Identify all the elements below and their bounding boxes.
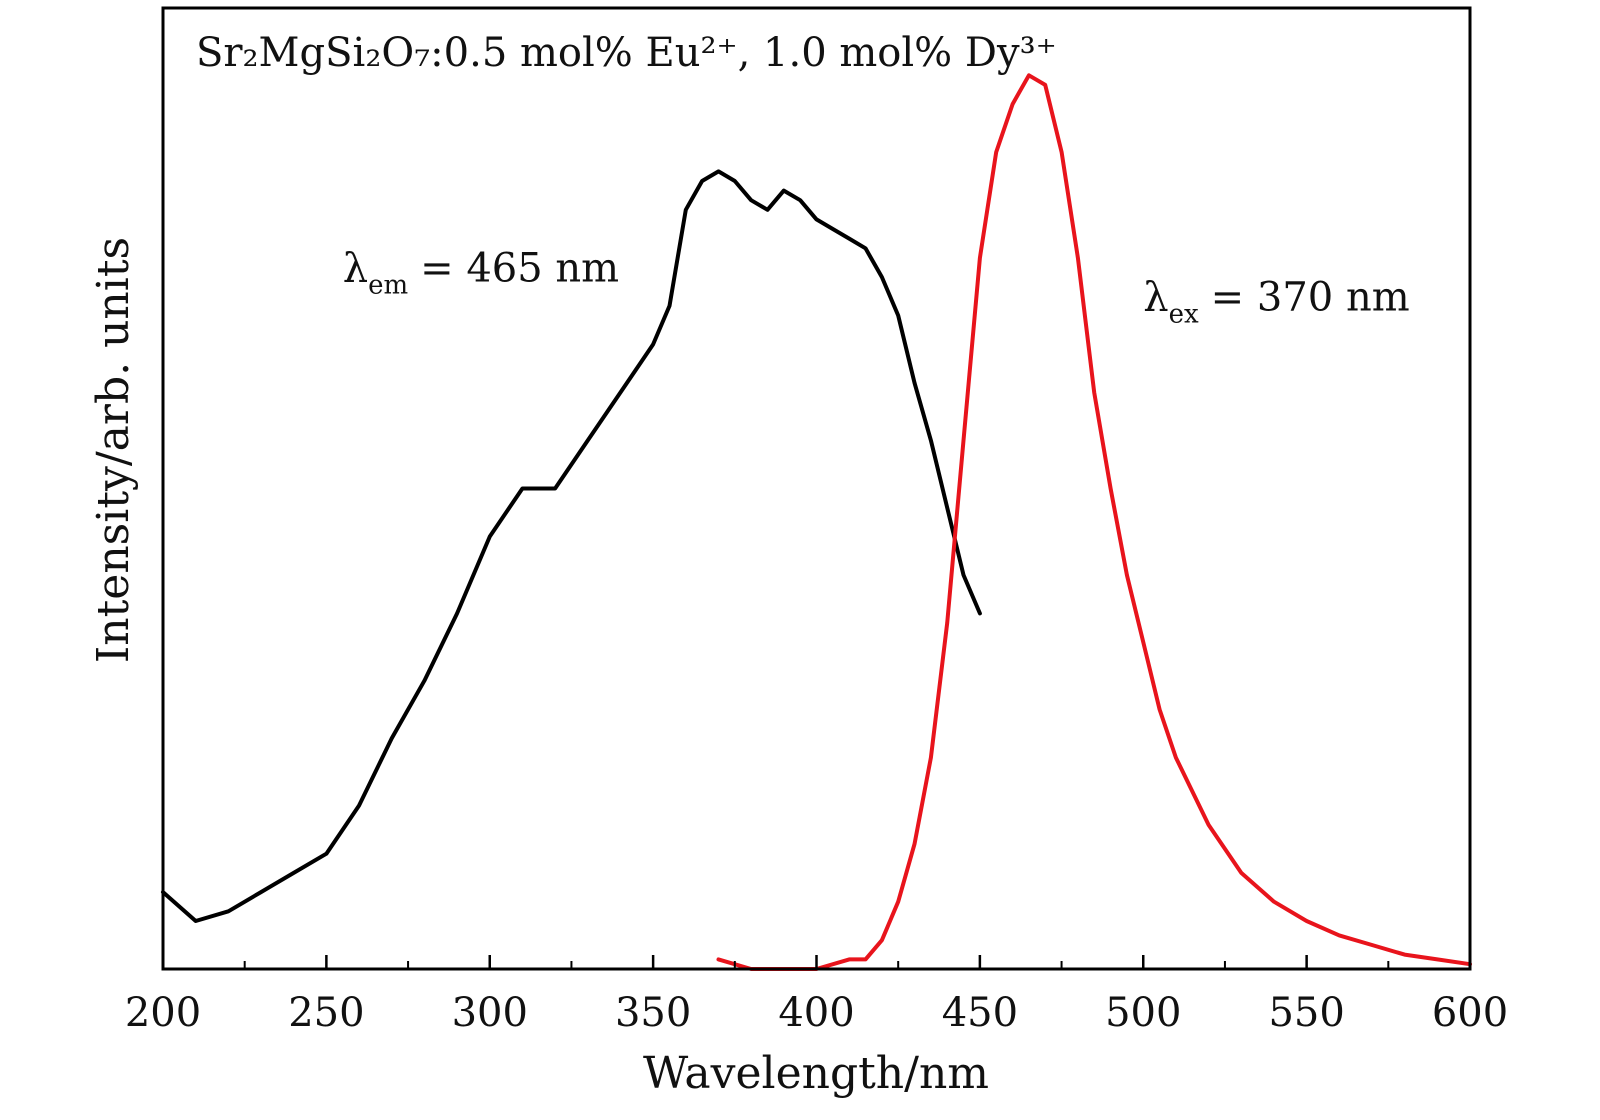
x-tick-label: 450 <box>942 990 1018 1036</box>
series-layer <box>161 73 1472 971</box>
annotation-2: λex = 370 nm <box>1143 274 1409 329</box>
x-axis-title: Wavelength/nm <box>643 1048 989 1099</box>
series-line-1 <box>161 169 982 923</box>
x-tick-label: 350 <box>615 990 691 1036</box>
x-tick-label: 550 <box>1268 990 1344 1036</box>
x-tick-label: 300 <box>452 990 528 1036</box>
ticks-layer: 200 250 300 350 400 450 500 550 600 <box>125 955 1508 1036</box>
x-tick-label: 200 <box>125 990 201 1036</box>
series-line-2 <box>716 73 1472 971</box>
plot-frame <box>161 6 1472 971</box>
annotation-layer: λem = 465 nm λex = 370 nm <box>343 245 1410 329</box>
x-tick-label: 400 <box>778 990 854 1036</box>
x-tick-label: 500 <box>1105 990 1181 1036</box>
annotation-1: λem = 465 nm <box>343 245 619 300</box>
x-tick-label: 250 <box>288 990 364 1036</box>
x-tick-label: 600 <box>1432 990 1508 1036</box>
y-axis-title: Intensity/arb. units <box>88 237 139 663</box>
chart-title: Sr₂MgSi₂O₇:0.5 mol% Eu²⁺, 1.0 mol% Dy³⁺ <box>196 30 1057 76</box>
